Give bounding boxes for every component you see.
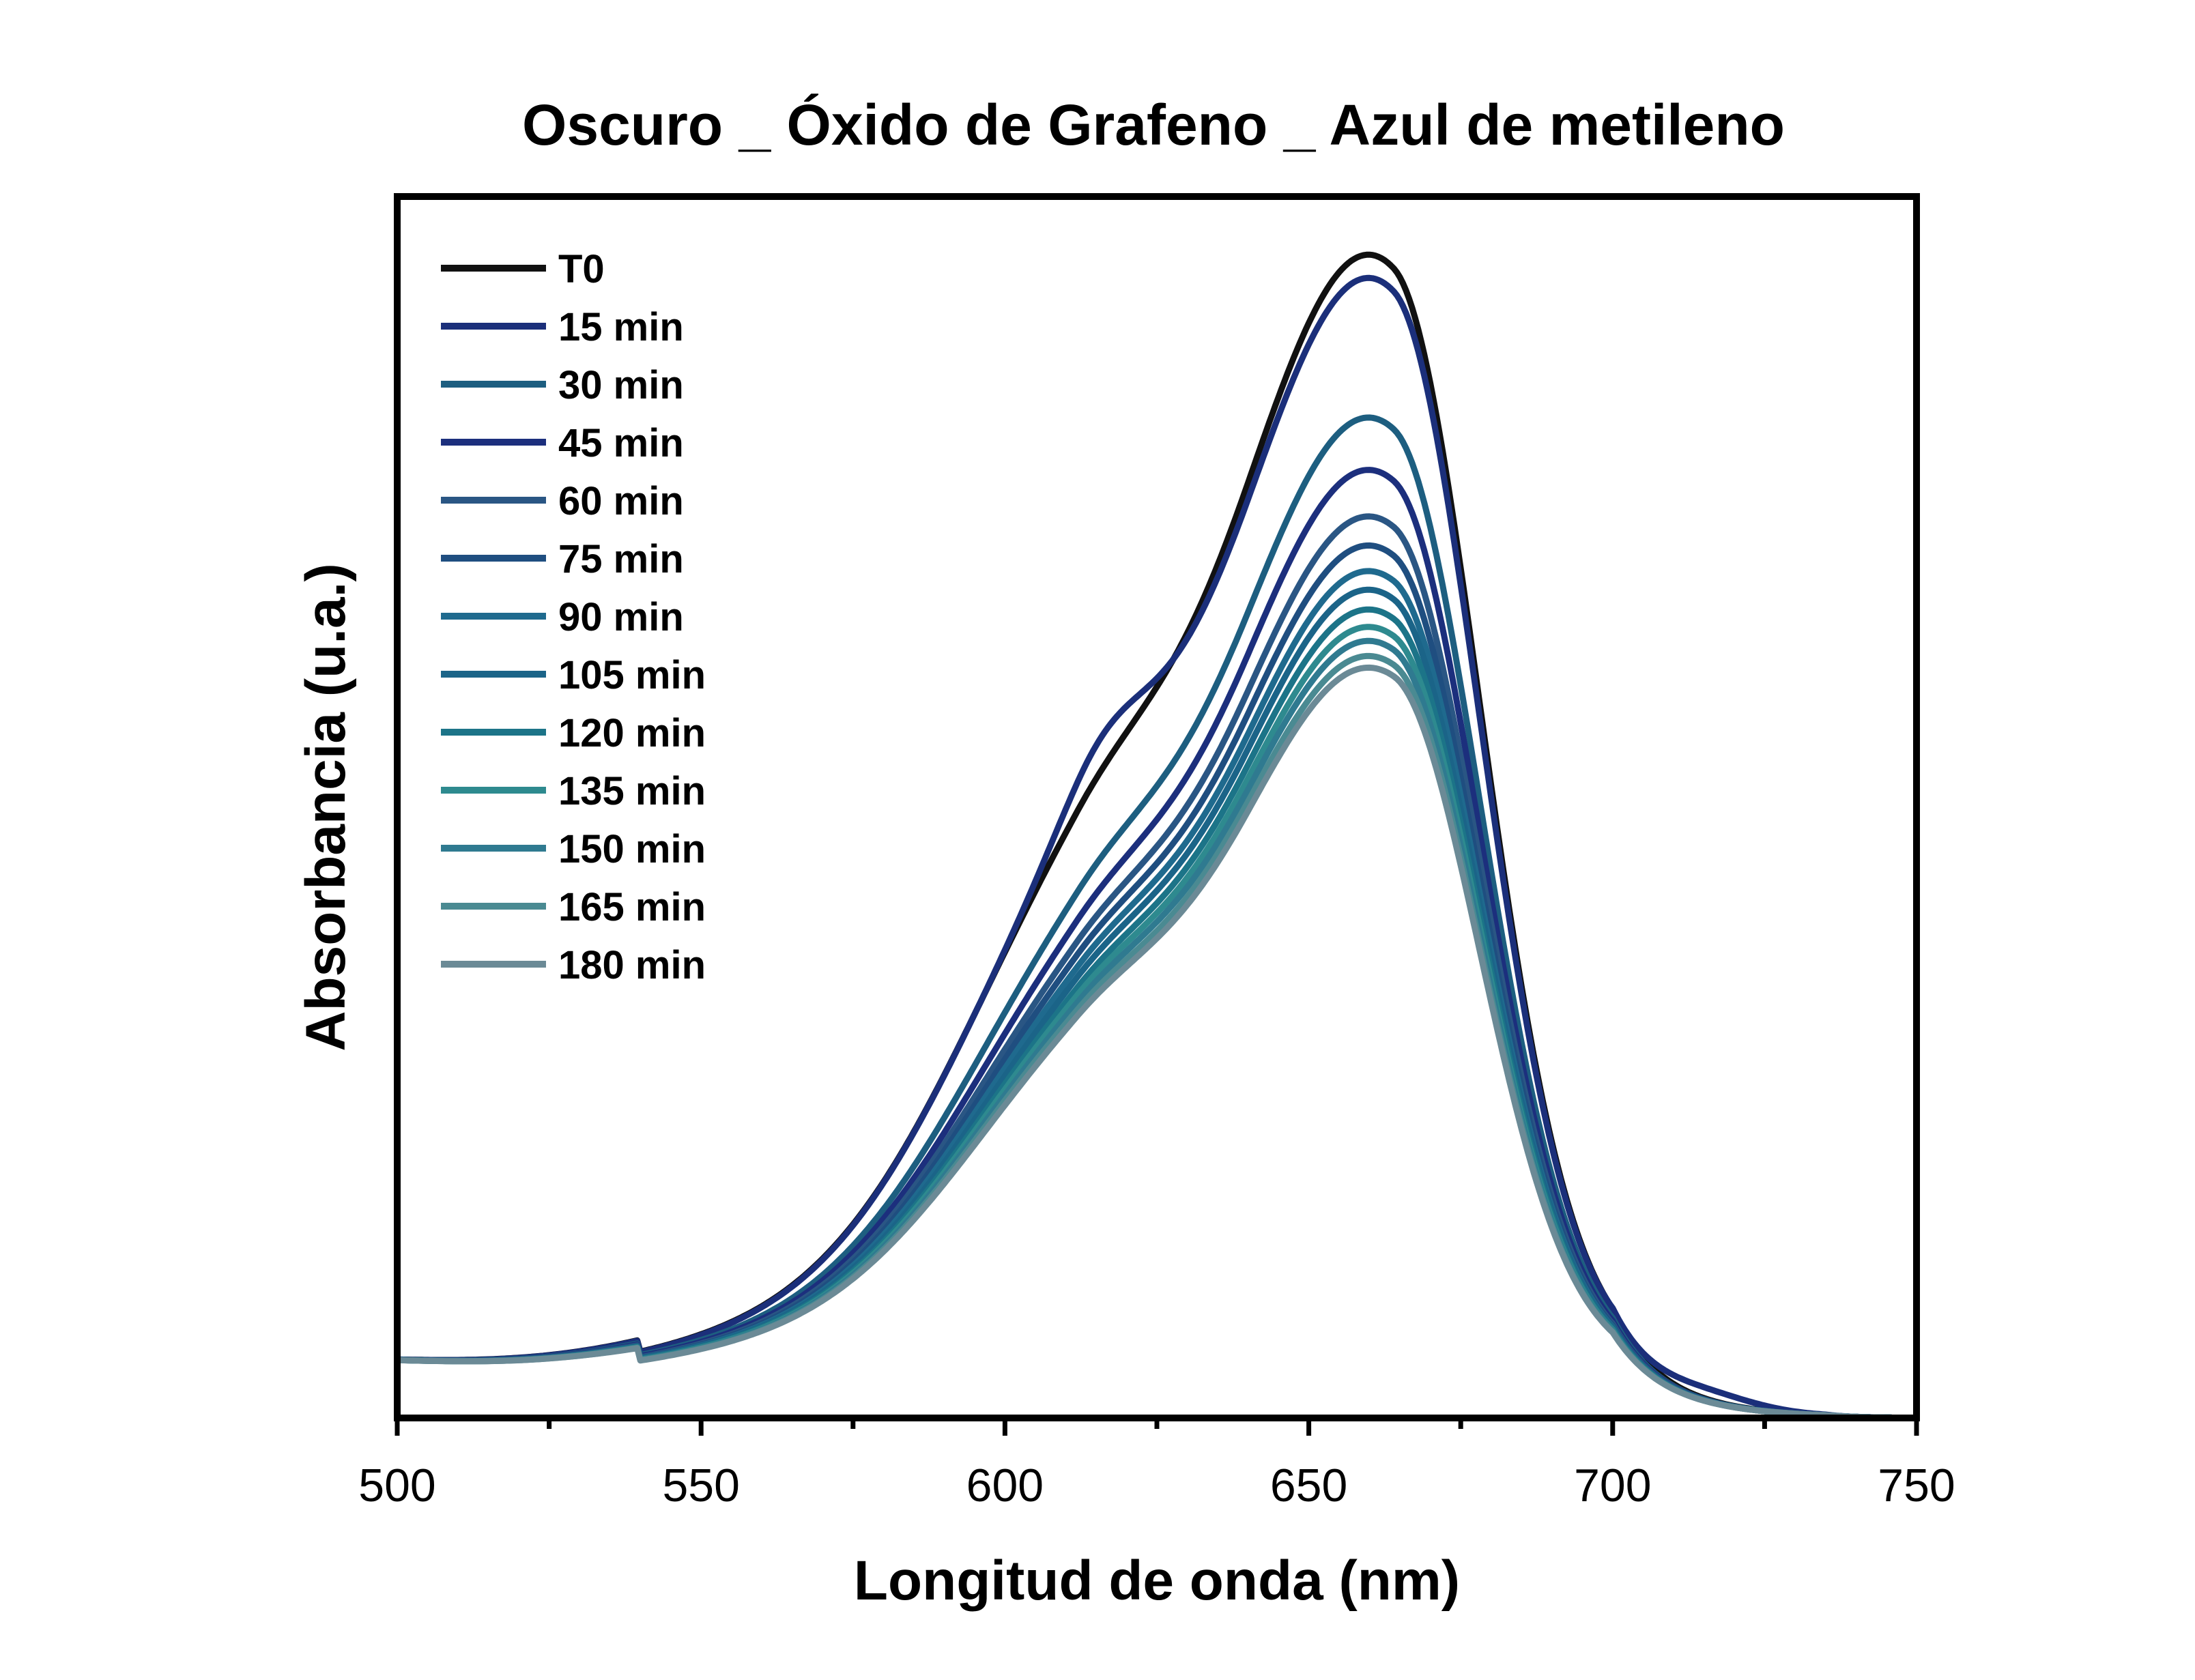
legend-label: 60 min — [558, 479, 684, 523]
legend-label: 180 min — [558, 943, 706, 987]
legend-label: 165 min — [558, 885, 706, 929]
legend-label: 120 min — [558, 711, 706, 755]
legend-label: 90 min — [558, 595, 684, 639]
legend-label: T0 — [558, 247, 605, 291]
series-line-150-min — [397, 637, 1917, 1421]
x-tick-label: 550 — [662, 1460, 739, 1511]
legend-label: 135 min — [558, 769, 706, 813]
x-tick-label: 750 — [1878, 1460, 1955, 1511]
legend-label: 15 min — [558, 305, 684, 349]
series-line-180-min — [397, 664, 1917, 1421]
x-tick-label: 500 — [358, 1460, 435, 1511]
x-axis-ticks: 500 550 600 650 700 750 — [358, 1418, 1955, 1511]
x-axis-label: Longitud de onda (nm) — [854, 1550, 1460, 1612]
x-tick-label: 700 — [1574, 1460, 1651, 1511]
legend-label: 150 min — [558, 827, 706, 871]
series-line-15-min — [397, 274, 1917, 1421]
legend: T0 15 min 30 min 45 min 60 min 75 min 90 min 10… — [441, 247, 706, 987]
legend-label: 105 min — [558, 653, 706, 697]
series-line-90-min — [397, 568, 1917, 1421]
x-tick-label: 600 — [966, 1460, 1044, 1511]
legend-label: 30 min — [558, 363, 684, 407]
chart-title: Oscuro _ Óxido de Grafeno _ Azul de meti… — [522, 93, 1785, 157]
y-axis-label: Absorbancia (u.a.) — [295, 563, 357, 1051]
legend-label: 75 min — [558, 537, 684, 581]
legend-label: 45 min — [558, 421, 684, 465]
series-lines — [397, 251, 1917, 1421]
x-tick-label: 650 — [1270, 1460, 1347, 1511]
